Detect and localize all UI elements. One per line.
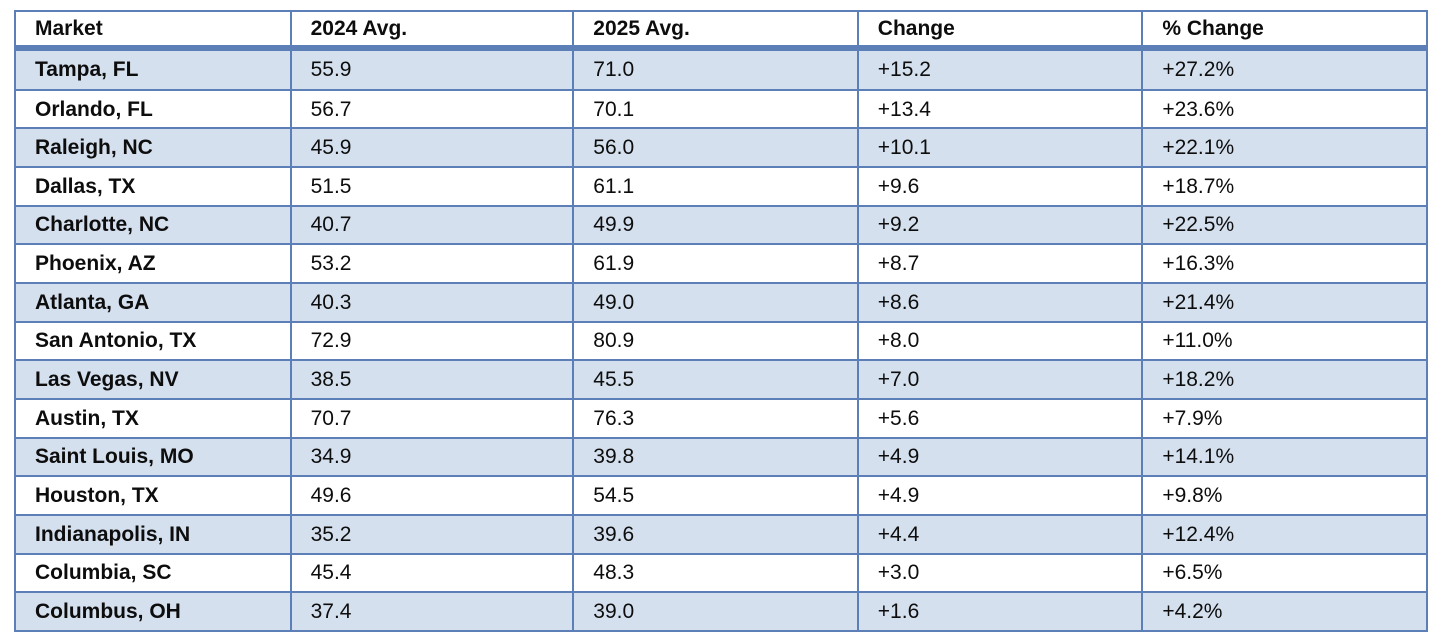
cell-2024-avg: 37.4: [289, 591, 575, 632]
cell-2025-avg: 71.0: [572, 47, 859, 91]
cell-2025-avg: 39.6: [572, 513, 859, 555]
cell-2024-avg: 45.4: [289, 552, 575, 594]
cell-2025-avg: 56.0: [572, 127, 859, 169]
cell-2024-avg: 72.9: [289, 320, 575, 362]
cell-change: +9.6: [856, 166, 1144, 207]
cell-2024-avg: 40.3: [289, 282, 575, 323]
cell-2025-avg: 48.3: [572, 552, 859, 594]
table-row: Las Vegas, NV 38.5 45.5 +7.0 +18.2%: [14, 359, 1428, 400]
market-comparison-table-container: Market 2024 Avg. 2025 Avg. Change% Change T…: [14, 10, 1428, 632]
cell-pct-change: +9.8%: [1141, 475, 1428, 516]
cell-2025-avg: 39.0: [572, 591, 859, 632]
market-cell: Columbus, OH: [14, 591, 292, 632]
cell-2025-avg: 70.1: [572, 88, 859, 130]
cell-change: +8.6: [856, 282, 1144, 323]
cell-change: +10.1: [856, 127, 1144, 169]
column-header-change: Change: [856, 10, 1144, 51]
table-row: Columbus, OH 37.4 39.0 +1.6 +4.2%: [14, 591, 1428, 632]
cell-change: +4.4: [856, 513, 1144, 555]
cell-pct-change: +18.2%: [1141, 359, 1428, 400]
table-row: Phoenix, AZ 53.2 61.9 +8.7 +16.3%: [14, 243, 1428, 285]
cell-2025-avg: 61.9: [572, 243, 859, 285]
market-cell: Dallas, TX: [14, 166, 292, 207]
table-row: Dallas, TX 51.5 61.1 +9.6 +18.7%: [14, 166, 1428, 207]
cell-2025-avg: 49.0: [572, 282, 859, 323]
market-comparison-table: Market 2024 Avg. 2025 Avg. Change% Change T…: [14, 10, 1428, 632]
cell-change: +9.2: [856, 204, 1144, 246]
table-row: Raleigh, NC 45.9 56.0 +10.1 +22.1%: [14, 127, 1428, 169]
cell-pct-change: +16.3%: [1141, 243, 1428, 285]
market-cell: Phoenix, AZ: [14, 243, 292, 285]
column-header-2025-avg: 2025 Avg.: [572, 10, 859, 51]
cell-2025-avg: 45.5: [572, 359, 859, 400]
cell-2024-avg: 70.7: [289, 397, 575, 439]
cell-change: +15.2: [856, 47, 1144, 91]
table-row: Austin, TX 70.7 76.3 +5.6 +7.9%: [14, 397, 1428, 439]
cell-change: +8.7: [856, 243, 1144, 285]
cell-pct-change: +4.2%: [1141, 591, 1428, 632]
cell-2024-avg: 51.5: [289, 166, 575, 207]
cell-change: +3.0: [856, 552, 1144, 594]
cell-pct-change: +18.7%: [1141, 166, 1428, 207]
cell-2025-avg: 80.9: [572, 320, 859, 362]
market-cell: Saint Louis, MO: [14, 436, 292, 478]
cell-2025-avg: 54.5: [572, 475, 859, 516]
cell-2024-avg: 38.5: [289, 359, 575, 400]
table-row: Houston, TX 49.6 54.5 +4.9 +9.8%: [14, 475, 1428, 516]
column-header-market: Market: [14, 10, 292, 51]
table-row: Orlando, FL 56.7 70.1 +13.4 +23.6%: [14, 88, 1428, 130]
cell-pct-change: +21.4%: [1141, 282, 1428, 323]
cell-2024-avg: 45.9: [289, 127, 575, 169]
cell-change: +1.6: [856, 591, 1144, 632]
cell-change: +7.0: [856, 359, 1144, 400]
cell-change: +13.4: [856, 88, 1144, 130]
cell-2024-avg: 34.9: [289, 436, 575, 478]
cell-2024-avg: 49.6: [289, 475, 575, 516]
market-cell: Houston, TX: [14, 475, 292, 516]
cell-pct-change: +22.1%: [1141, 127, 1428, 169]
cell-change: +8.0: [856, 320, 1144, 362]
market-cell: San Antonio, TX: [14, 320, 292, 362]
cell-change: +4.9: [856, 475, 1144, 516]
table-row: San Antonio, TX 72.9 80.9 +8.0 +11.0%: [14, 320, 1428, 362]
market-cell: Las Vegas, NV: [14, 359, 292, 400]
cell-pct-change: +12.4%: [1141, 513, 1428, 555]
cell-2024-avg: 40.7: [289, 204, 575, 246]
header-row: Market 2024 Avg. 2025 Avg. Change% Change: [14, 10, 1428, 51]
column-header-2024-avg: 2024 Avg.: [289, 10, 575, 51]
cell-2025-avg: 39.8: [572, 436, 859, 478]
cell-2025-avg: 76.3: [572, 397, 859, 439]
table-body: Tampa, FL 55.9 71.0 +15.2 +27.2% Orlando, FL 5…: [14, 47, 1428, 632]
cell-2025-avg: 61.1: [572, 166, 859, 207]
cell-2024-avg: 35.2: [289, 513, 575, 555]
market-cell: Indianapolis, IN: [14, 513, 292, 555]
market-cell: Atlanta, GA: [14, 282, 292, 323]
cell-change: +5.6: [856, 397, 1144, 439]
table-row: Saint Louis, MO 34.9 39.8 +4.9 +14.1%: [14, 436, 1428, 478]
market-cell: Columbia, SC: [14, 552, 292, 594]
cell-pct-change: +23.6%: [1141, 88, 1428, 130]
market-cell: Orlando, FL: [14, 88, 292, 130]
market-cell: Tampa, FL: [14, 47, 292, 91]
cell-pct-change: +27.2%: [1141, 47, 1428, 91]
table-row: Charlotte, NC 40.7 49.9 +9.2 +22.5%: [14, 204, 1428, 246]
cell-2024-avg: 55.9: [289, 47, 575, 91]
cell-pct-change: +11.0%: [1141, 320, 1428, 362]
cell-2024-avg: 56.7: [289, 88, 575, 130]
market-cell: Austin, TX: [14, 397, 292, 439]
table-row: Atlanta, GA 40.3 49.0 +8.6 +21.4%: [14, 282, 1428, 323]
table-row: Columbia, SC 45.4 48.3 +3.0 +6.5%: [14, 552, 1428, 594]
market-cell: Charlotte, NC: [14, 204, 292, 246]
cell-change: +4.9: [856, 436, 1144, 478]
column-header-pct-change: % Change: [1141, 10, 1428, 51]
cell-2025-avg: 49.9: [572, 204, 859, 246]
cell-2024-avg: 53.2: [289, 243, 575, 285]
market-cell: Raleigh, NC: [14, 127, 292, 169]
table-row: Tampa, FL 55.9 71.0 +15.2 +27.2%: [14, 47, 1428, 91]
cell-pct-change: +7.9%: [1141, 397, 1428, 439]
cell-pct-change: +22.5%: [1141, 204, 1428, 246]
table-row: Indianapolis, IN 35.2 39.6 +4.4 +12.4%: [14, 513, 1428, 555]
cell-pct-change: +6.5%: [1141, 552, 1428, 594]
cell-pct-change: +14.1%: [1141, 436, 1428, 478]
